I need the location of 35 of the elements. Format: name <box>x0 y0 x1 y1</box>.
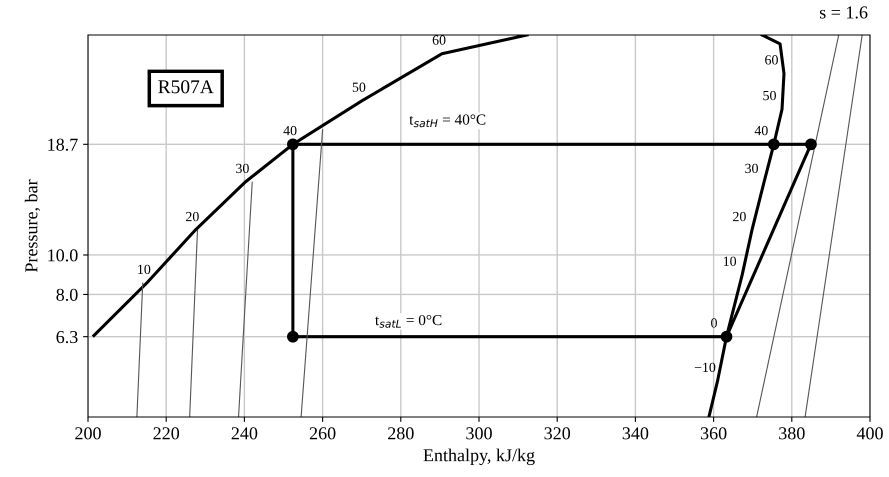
x-tick-label: 240 <box>232 427 258 440</box>
annotation: 50 <box>763 90 776 100</box>
annotation: 40 <box>754 126 768 136</box>
annotation: 0 <box>711 318 717 328</box>
x-tick-label: 200 <box>75 427 101 440</box>
y-tick-label: 10.0 <box>48 249 78 262</box>
annotation: t$_{satL}$ = 0°C <box>375 314 442 328</box>
annotation: 10 <box>138 264 150 274</box>
x-tick-label: 220 <box>153 427 180 440</box>
annotation: t$_{satH}$ = 40°C <box>409 114 486 128</box>
annotation: 60 <box>432 35 446 45</box>
x-tick-label: 320 <box>544 427 570 440</box>
annotation: R507A <box>158 80 214 94</box>
annotation: 50 <box>352 82 366 92</box>
y-tick-label: 8.0 <box>56 288 78 301</box>
annotation: 40 <box>283 126 297 136</box>
annotation: 20 <box>733 212 746 222</box>
x-tick-label: 260 <box>310 427 336 440</box>
x-tick-label: 380 <box>779 427 805 440</box>
x-tick-label: 280 <box>388 427 414 440</box>
x-axis-title: Enthalpy, kJ/kg <box>423 448 535 466</box>
annotation: 60 <box>765 55 778 65</box>
text: s = 1.6 <box>820 6 868 19</box>
annotation: −10 <box>694 362 716 372</box>
y-tick-label: 6.3 <box>56 330 78 344</box>
annotation: 10 <box>724 256 736 266</box>
annotation: 30 <box>745 164 758 174</box>
annotation: 30 <box>236 164 249 174</box>
x-tick-label: 300 <box>466 427 492 440</box>
y-tick-label: 18.7 <box>48 138 78 151</box>
x-tick-label: 340 <box>622 427 648 440</box>
x-tick-label: 360 <box>700 427 726 440</box>
annotation: 20 <box>186 212 199 222</box>
x-tick-label: 400 <box>856 427 883 440</box>
y-axis-title: Pressure, bar <box>24 180 40 272</box>
